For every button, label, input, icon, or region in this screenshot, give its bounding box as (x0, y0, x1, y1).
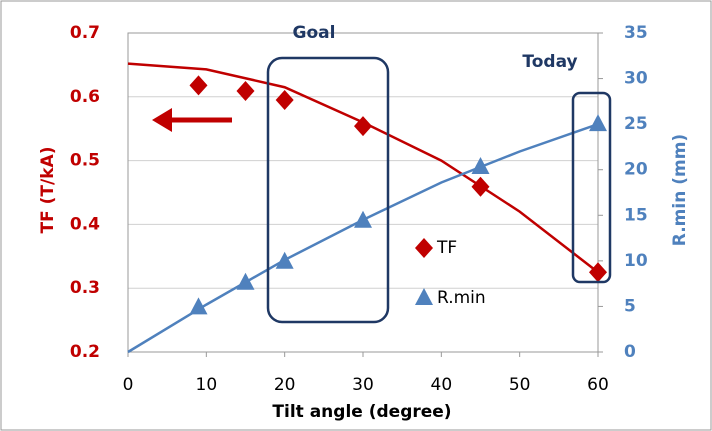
x-tick-label: 0 (123, 375, 134, 395)
y-tick-label: 0.2 (70, 342, 100, 362)
x-tick-label: 40 (431, 375, 453, 395)
legend-label: R.min (437, 288, 486, 308)
y2-tick-label: 15 (624, 205, 648, 225)
x-tick-label: 50 (509, 375, 531, 395)
annotation: Goal (293, 23, 336, 43)
chart: 0.2 0.3 0.4 0.5 0.6 0.7 0 5 10 15 20 25 30 35 0 10 20 30 4… (0, 0, 712, 431)
y-tick-label: 0.7 (70, 23, 100, 43)
x-tick-label: 20 (274, 375, 296, 395)
y2-tick-label: 20 (624, 160, 648, 180)
y2-axis-label: R.min (mm) (670, 134, 690, 246)
y2-tick-label: 5 (624, 296, 636, 316)
y-tick-label: 0.3 (70, 278, 100, 298)
x-tick-label: 30 (352, 375, 374, 395)
y2-tick-label: 25 (624, 114, 648, 134)
y-tick-label: 0.4 (70, 214, 100, 234)
x-tick-label: 60 (587, 375, 609, 395)
y-tick-label: 0.6 (70, 87, 100, 107)
chart-frame (1, 1, 711, 430)
y2-tick-label: 35 (624, 23, 648, 43)
annotation: Today (522, 52, 577, 72)
y2-tick-label: 0 (624, 342, 636, 362)
legend-label: TF (436, 238, 457, 258)
x-axis-label: Tilt angle (degree) (272, 402, 451, 422)
x-tick-label: 10 (196, 375, 218, 395)
y-axis-label: TF (T/kA) (38, 147, 58, 234)
y2-tick-label: 10 (624, 251, 648, 271)
y-tick-label: 0.5 (70, 151, 100, 171)
y2-tick-label: 30 (624, 69, 648, 89)
